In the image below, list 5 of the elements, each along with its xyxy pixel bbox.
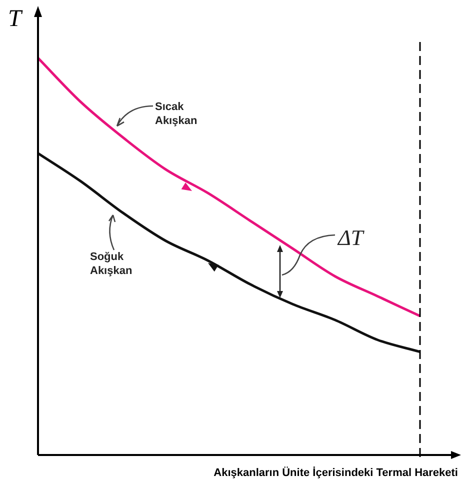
- x-axis-title: Akışkanların Ünite İçerisindeki Termal Hareketi: [214, 466, 458, 479]
- text: Soğuk Akışkan: [90, 251, 132, 277]
- text: Sıcak Akışkan: [155, 101, 198, 127]
- annotation: ΔT: [337, 225, 365, 250]
- y-axis-title: T: [8, 6, 23, 32]
